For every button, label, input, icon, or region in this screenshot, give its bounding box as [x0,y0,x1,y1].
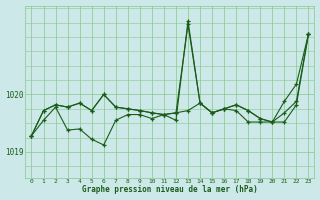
X-axis label: Graphe pression niveau de la mer (hPa): Graphe pression niveau de la mer (hPa) [82,185,258,194]
